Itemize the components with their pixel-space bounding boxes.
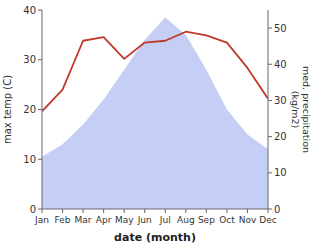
tick — [38, 10, 42, 11]
tick-label: Feb — [55, 215, 71, 225]
tick — [144, 209, 145, 213]
x-axis-label: date (month) — [114, 231, 196, 244]
tick — [62, 209, 63, 213]
tick-label: 40 — [274, 59, 287, 70]
tick-label: Sep — [198, 215, 215, 225]
plot-area — [42, 17, 268, 209]
tick — [268, 28, 272, 29]
tick — [38, 109, 42, 110]
tick — [206, 209, 207, 213]
tick-label: 50 — [274, 23, 287, 34]
tick-label: 0 — [30, 204, 36, 215]
tick-label: Jan — [34, 215, 49, 225]
axes: 0 10 20 30 40 0 10 20 30 40 50 Jan Feb Mar AprMayJun Ju… — [23, 5, 286, 226]
tick — [38, 209, 42, 210]
x-axis-line — [42, 209, 268, 210]
tick — [38, 159, 42, 160]
tick-label: May — [115, 215, 134, 225]
tick — [226, 209, 227, 213]
y2-axis-label: med. precipitation(kg/m2) — [290, 66, 312, 153]
tick — [268, 136, 272, 137]
tick — [42, 209, 43, 213]
area — [42, 17, 268, 209]
tick-label: 40 — [23, 5, 36, 16]
y-axis-label: max temp (C) — [2, 75, 13, 144]
tick-label: 10 — [23, 154, 36, 165]
tick-label: Nov — [239, 215, 257, 225]
tick-label: 30 — [274, 95, 287, 106]
tick — [247, 209, 248, 213]
tick-label: 30 — [23, 54, 36, 65]
tick-label: Jun — [137, 215, 152, 225]
tick-label: Jul — [159, 215, 171, 225]
tick-label: 10 — [274, 167, 287, 178]
y2-axis-label-line: med. precipitation — [301, 66, 312, 153]
tick — [124, 209, 125, 213]
y2-axis-line — [268, 10, 269, 209]
tick-label: Dec — [259, 215, 276, 225]
tick — [268, 209, 269, 213]
tick — [38, 59, 42, 60]
chart: 0 10 20 30 40 0 10 20 30 40 50 Jan Feb Mar AprMayJun Ju… — [0, 0, 318, 247]
tick-label: Apr — [96, 215, 112, 225]
tick — [268, 209, 272, 210]
tick-label: Mar — [75, 215, 92, 225]
tick-label: Oct — [219, 215, 235, 225]
y2-axis-label-line: (kg/m2) — [290, 91, 301, 128]
tick — [165, 209, 166, 213]
tick — [268, 172, 272, 173]
line — [42, 32, 268, 112]
tick-label: Aug — [177, 215, 195, 225]
tick — [185, 209, 186, 213]
tick-label: 20 — [23, 104, 36, 115]
tick-label: 20 — [274, 131, 287, 142]
tick — [268, 100, 272, 101]
tick — [268, 64, 272, 65]
tick — [103, 209, 104, 213]
tick — [83, 209, 84, 213]
tick-label: 0 — [274, 204, 280, 215]
